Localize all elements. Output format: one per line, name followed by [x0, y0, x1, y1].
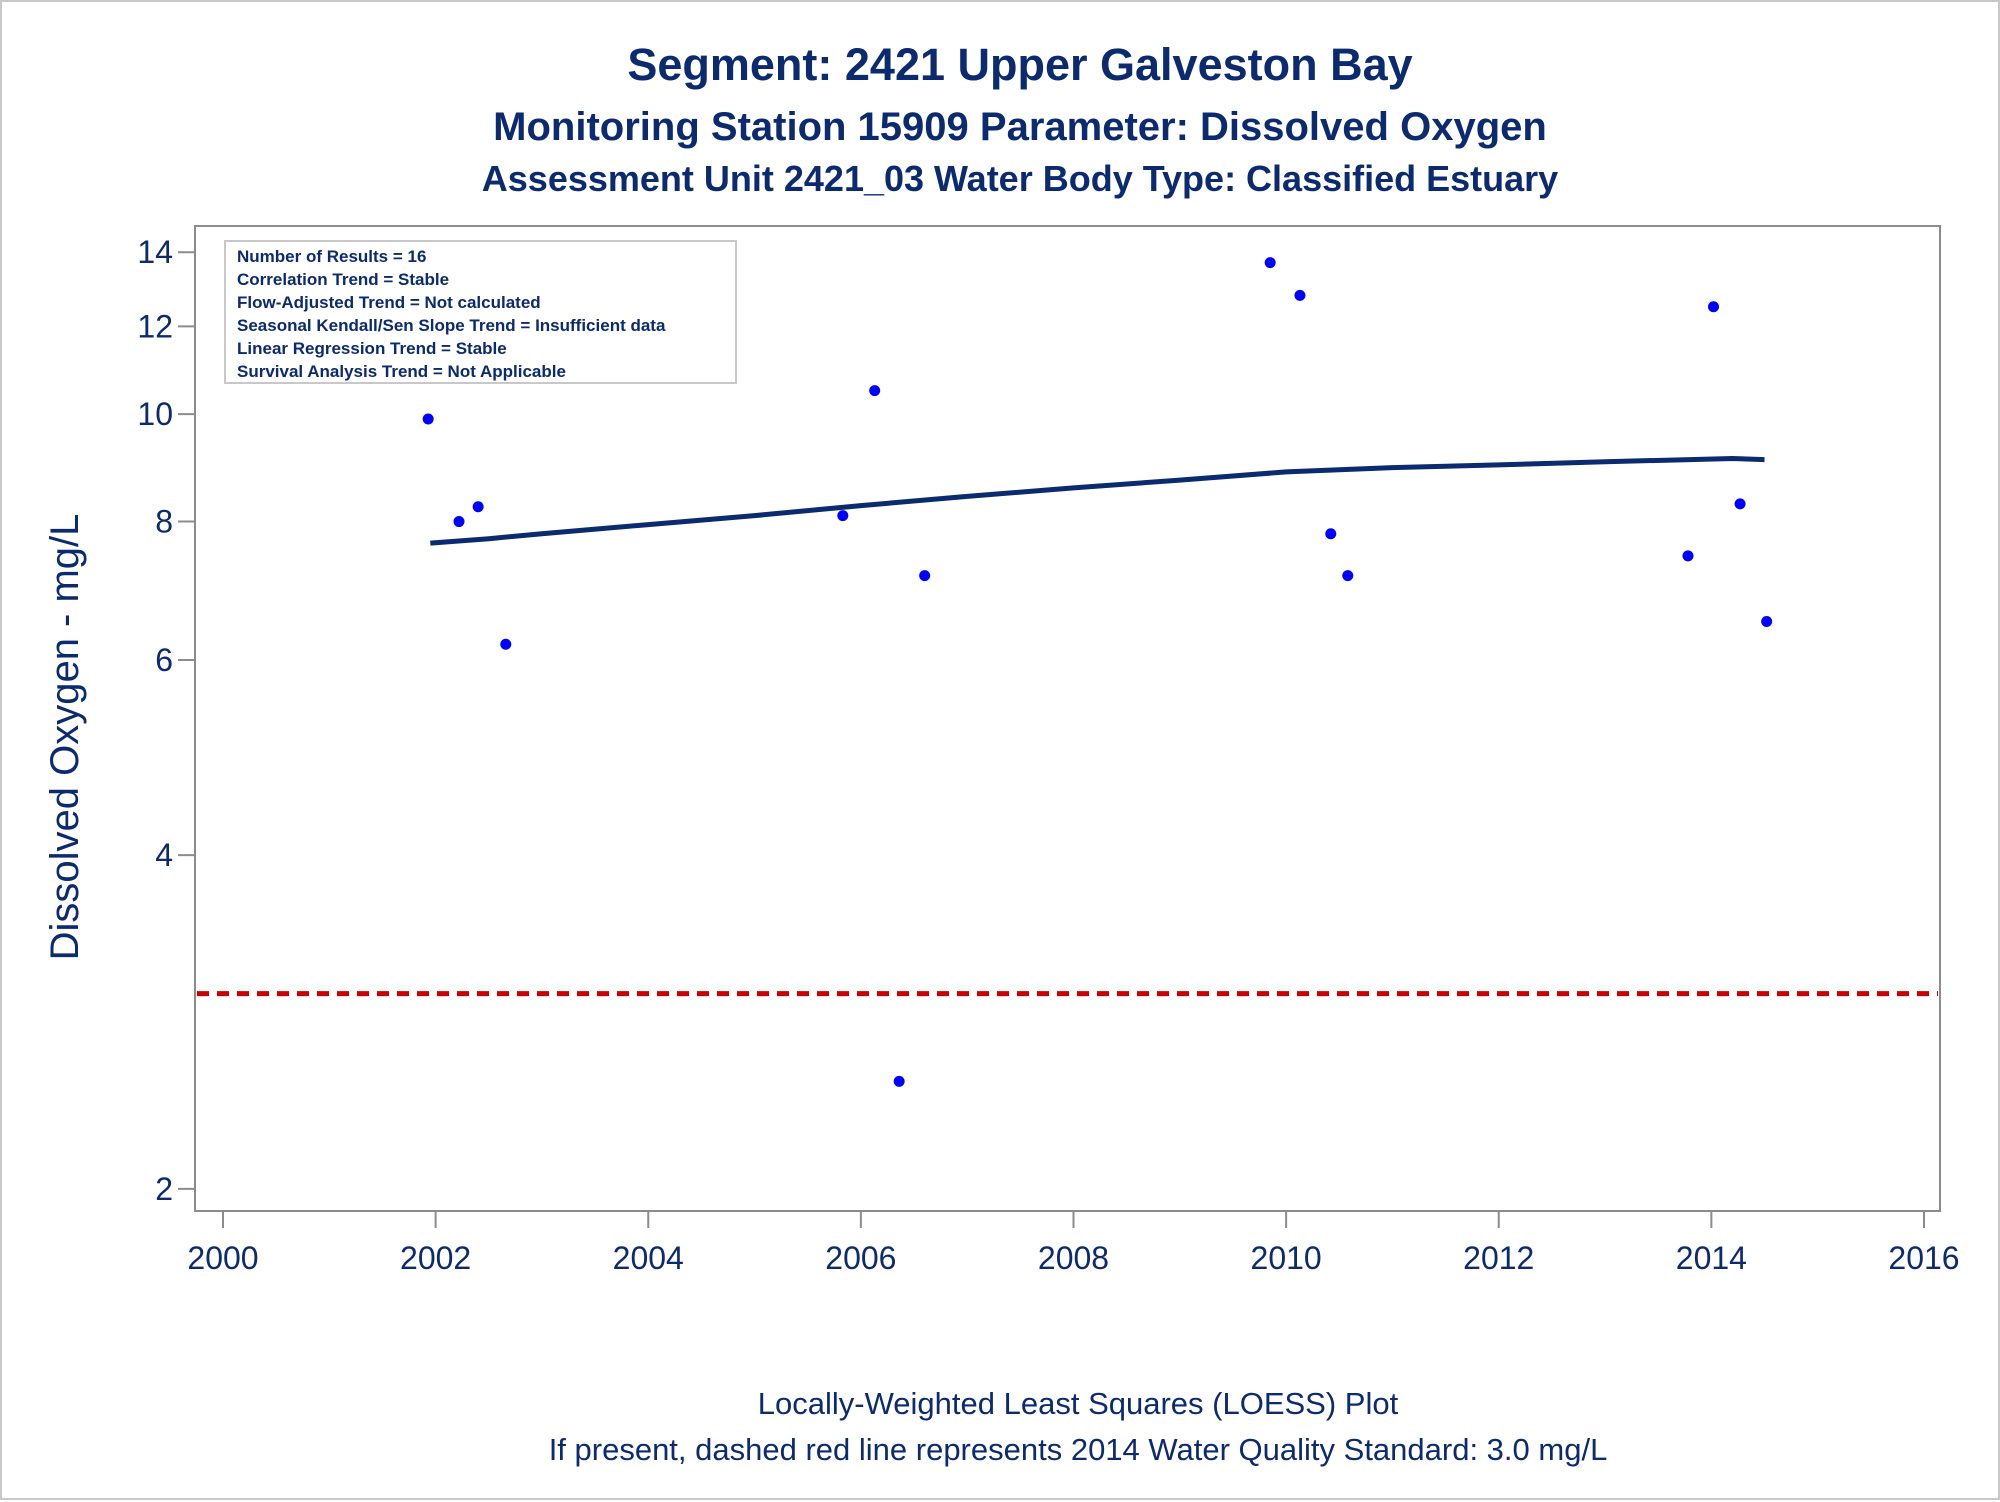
data-point	[1708, 301, 1720, 313]
data-point	[422, 413, 434, 425]
stats-line-linear-regression: Linear Regression Trend = Stable	[237, 339, 507, 358]
data-point	[500, 638, 512, 650]
data-point	[1325, 528, 1337, 540]
footnote-loess: Locally-Weighted Least Squares (LOESS) P…	[758, 1386, 1399, 1421]
data-point	[1342, 570, 1354, 582]
y-axis: 2 4 6 8 10 12 14	[137, 234, 195, 1207]
x-tick-label: 2008	[1038, 1240, 1109, 1276]
data-point	[1734, 498, 1746, 510]
x-axis: 2000 2002 2004 2006 2008 2010 2012 2014 2016	[187, 1211, 1960, 1276]
chart-title: Segment: 2421 Upper Galveston Bay	[627, 39, 1412, 90]
stats-line-results: Number of Results = 16	[237, 247, 426, 266]
y-tick-label: 8	[155, 504, 173, 540]
x-tick-label: 2014	[1676, 1240, 1747, 1276]
data-point	[837, 510, 849, 522]
y-tick-label: 6	[155, 642, 173, 678]
x-tick-label: 2002	[400, 1240, 471, 1276]
footnote-standard: If present, dashed red line represents 2…	[549, 1432, 1608, 1467]
y-tick-label: 10	[137, 396, 173, 432]
x-tick-label: 2010	[1251, 1240, 1322, 1276]
data-point	[869, 385, 881, 397]
chart-subtitle-station: Monitoring Station 15909 Parameter: Diss…	[493, 105, 1547, 149]
data-point	[1294, 289, 1306, 301]
stats-box: Number of Results = 16 Correlation Trend…	[224, 240, 737, 384]
stats-line-survival: Survival Analysis Trend = Not Applicable	[237, 362, 566, 381]
stats-line-seasonal-kendall: Seasonal Kendall/Sen Slope Trend = Insuf…	[237, 316, 666, 335]
y-tick-label: 4	[155, 837, 173, 873]
data-point	[919, 570, 931, 582]
y-axis-label: Dissolved Oxygen - mg/L	[43, 514, 87, 961]
x-tick-label: 2004	[613, 1240, 684, 1276]
data-point	[472, 501, 484, 513]
y-tick-label: 2	[155, 1171, 173, 1207]
data-point	[893, 1075, 905, 1087]
plot-area	[194, 225, 1941, 1212]
data-point	[453, 516, 465, 528]
data-point	[1264, 257, 1276, 269]
stats-box-border	[224, 240, 737, 384]
data-point	[1761, 616, 1773, 628]
x-tick-label: 2012	[1463, 1240, 1534, 1276]
stats-line-flow-adjusted: Flow-Adjusted Trend = Not calculated	[237, 293, 541, 312]
x-tick-label: 2000	[187, 1240, 258, 1276]
data-points	[422, 257, 1773, 1087]
y-tick-label: 12	[137, 308, 173, 344]
stats-line-correlation: Correlation Trend = Stable	[237, 270, 449, 289]
loess-trend-line	[430, 456, 1765, 546]
chart-subtitle-assessment: Assessment Unit 2421_03 Water Body Type:…	[482, 158, 1558, 199]
data-point	[1682, 550, 1694, 562]
x-tick-label: 2016	[1888, 1240, 1959, 1276]
x-tick-label: 2006	[825, 1240, 896, 1276]
y-tick-label: 14	[137, 234, 173, 270]
